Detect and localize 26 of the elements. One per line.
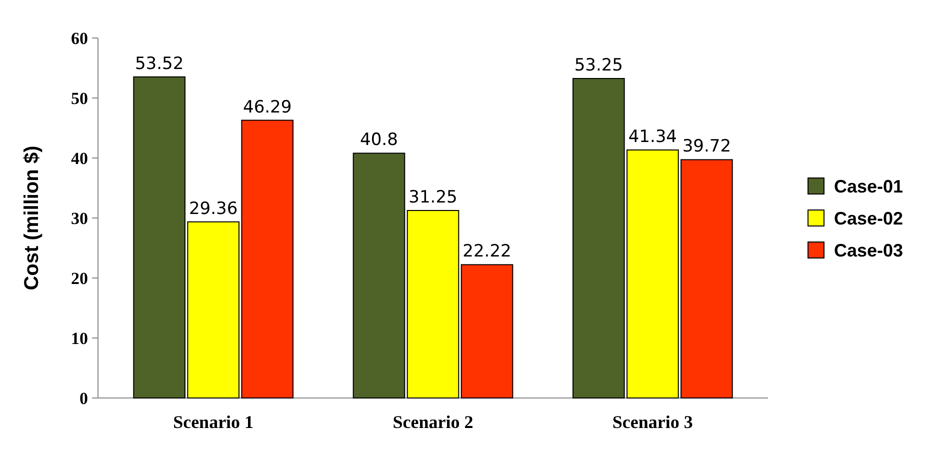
y-tick-label: 50 [71, 88, 88, 108]
bar [460, 264, 514, 398]
legend-label: Case-01 [834, 176, 904, 196]
y-axis-title: Cost (million $) [21, 146, 43, 290]
data-label: 41.34 [628, 126, 678, 147]
data-label: 46.29 [243, 97, 292, 118]
y-tick-label: 60 [71, 28, 88, 48]
data-label: 53.52 [134, 54, 184, 74]
data-label: 40.8 [360, 130, 398, 150]
y-tick-label: 30 [71, 208, 88, 228]
legend-label: Case-02 [834, 208, 904, 228]
data-label: 29.36 [188, 198, 238, 219]
x-tick-label: Scenario 1 [173, 412, 254, 432]
y-tick-label: 10 [71, 328, 88, 348]
y-tick-label: 0 [80, 388, 88, 408]
y-tick-label: 40 [71, 148, 88, 168]
data-label: 22.22 [462, 242, 512, 262]
data-label: 53.25 [574, 56, 623, 76]
data-label: 31.25 [408, 188, 458, 208]
legend-label: Case-03 [834, 240, 904, 260]
x-tick-label: Scenario 3 [612, 412, 693, 432]
bar [406, 210, 460, 398]
y-tick-label: 20 [71, 268, 88, 288]
x-tick-label: Scenario 2 [392, 412, 474, 432]
data-label: 39.72 [682, 136, 732, 157]
bar [352, 152, 406, 398]
